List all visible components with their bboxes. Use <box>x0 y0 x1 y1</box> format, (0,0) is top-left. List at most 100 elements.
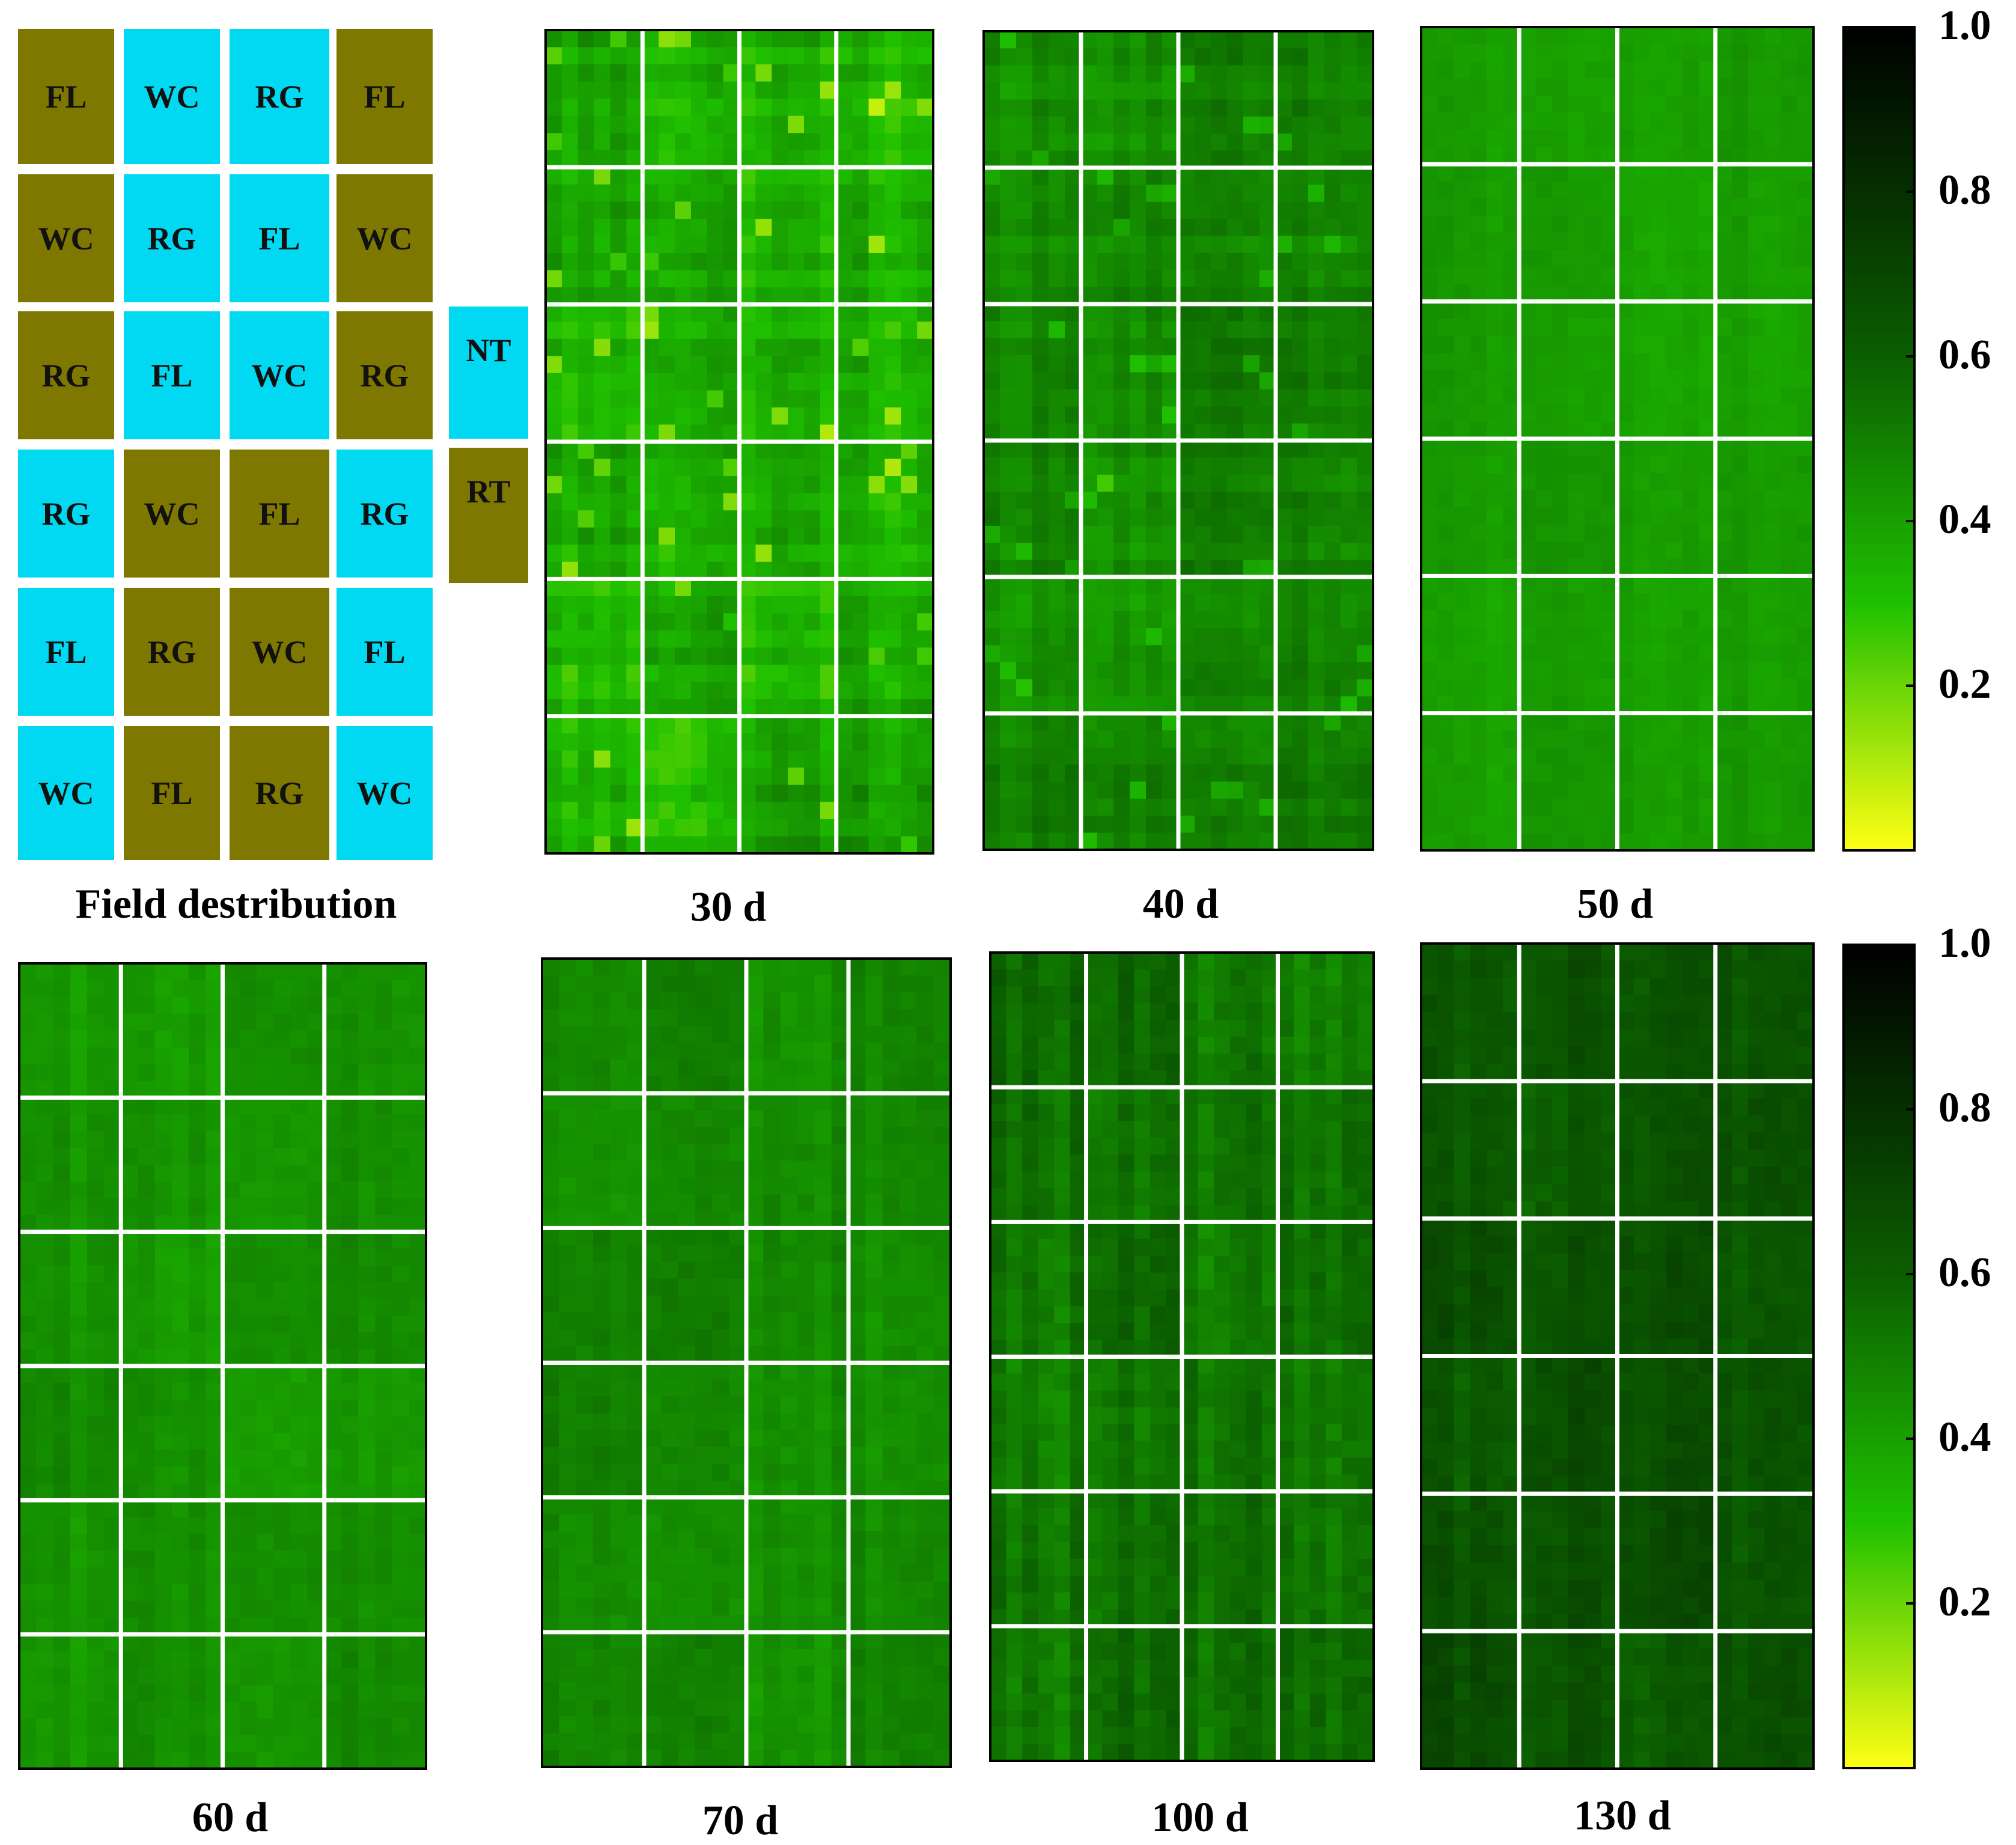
heatmap-cell <box>542 1076 559 1094</box>
heatmap-cell <box>1634 233 1651 251</box>
heatmap-cell <box>1276 82 1293 100</box>
heatmap-cell <box>542 1026 559 1043</box>
heatmap-cell <box>707 442 724 459</box>
heatmap-cell <box>1748 61 1765 79</box>
heatmap-cell <box>206 1517 223 1534</box>
heatmap-cell <box>1211 117 1228 134</box>
heatmap-cell <box>290 1417 308 1434</box>
heatmap-cell <box>1308 133 1325 151</box>
heatmap-cell <box>257 1215 274 1233</box>
heatmap-cell <box>1748 645 1765 662</box>
heatmap-cell <box>1146 321 1163 338</box>
heatmap-cell <box>104 1651 121 1669</box>
heatmap-cell <box>1699 216 1716 233</box>
heatmap-cell <box>901 528 918 545</box>
heatmap-cell <box>172 1701 189 1719</box>
heatmap-cell <box>1618 404 1634 422</box>
heatmap-cell <box>804 716 821 734</box>
heatmap-cell <box>885 459 901 477</box>
heatmap-cell <box>104 1014 121 1031</box>
heatmap-cell <box>916 1093 934 1111</box>
heatmap-cell <box>189 1551 206 1568</box>
heatmap-cell <box>1113 373 1130 390</box>
heatmap-cell <box>1585 216 1601 233</box>
heatmap-cell <box>1113 151 1130 168</box>
heatmap-cell <box>1292 526 1309 543</box>
heatmap-cell <box>273 980 291 998</box>
heatmap-cell <box>341 1064 359 1082</box>
heatmap-cell <box>1162 764 1179 782</box>
heatmap-cell <box>1324 202 1341 219</box>
heatmap-cell <box>772 665 788 682</box>
heatmap-cell <box>1178 441 1195 458</box>
heatmap-cell <box>290 1601 308 1618</box>
heatmap-cell <box>644 1043 662 1060</box>
heatmap-cell <box>1227 373 1244 390</box>
heatmap-cell <box>1781 44 1798 62</box>
heatmap-cell <box>1276 219 1293 236</box>
heatmap-cell <box>1568 302 1585 319</box>
heatmap-cell <box>772 82 788 99</box>
heatmap-cell <box>772 648 788 665</box>
heatmap-cell <box>172 1400 189 1417</box>
heatmap-cell <box>984 457 1000 475</box>
heatmap-cell <box>675 682 692 700</box>
heatmap-cell <box>1732 164 1749 181</box>
heatmap-cell <box>1324 48 1341 66</box>
heatmap-cell <box>1683 439 1699 456</box>
heatmap-cell <box>853 133 869 150</box>
heatmap-cell <box>1650 593 1667 611</box>
heatmap-cell <box>1016 816 1033 833</box>
heatmap-cell <box>1243 833 1260 850</box>
heatmap-cell <box>1764 96 1781 113</box>
heatmap-cell <box>611 767 627 785</box>
heatmap-cell <box>1081 679 1098 697</box>
heatmap-cell <box>1503 456 1520 474</box>
heatmap-cell <box>36 1685 53 1702</box>
heatmap-cell <box>53 1299 70 1316</box>
heatmap-cell <box>36 997 53 1014</box>
heatmap-cell <box>341 1651 359 1669</box>
heatmap-cell <box>189 1148 206 1165</box>
heatmap-cell <box>290 997 308 1014</box>
heatmap-cell <box>172 1383 189 1400</box>
heatmap-cell <box>917 648 934 665</box>
heatmap-cell <box>836 476 853 493</box>
heatmap-cell <box>257 1668 274 1686</box>
heatmap-cell <box>121 1349 138 1367</box>
heatmap-cell <box>1357 730 1374 748</box>
heatmap-cell <box>755 442 772 459</box>
heatmap-cell <box>1357 355 1374 373</box>
heatmap-cell <box>1568 164 1585 181</box>
heatmap-cell <box>836 767 853 785</box>
heatmap-cell <box>1552 610 1569 627</box>
heatmap-cell <box>1097 236 1114 254</box>
heatmap-cell <box>19 1081 37 1098</box>
heatmap-cell <box>1195 799 1211 816</box>
heatmap-cell <box>578 459 595 477</box>
heatmap-cell <box>53 1651 70 1669</box>
heatmap-cell <box>36 1114 53 1132</box>
heatmap-cell <box>1634 353 1651 370</box>
heatmap-cell <box>1146 31 1163 49</box>
heatmap-cell <box>1650 490 1667 508</box>
heatmap-cell <box>1797 96 1814 113</box>
heatmap-cell <box>1764 267 1781 285</box>
heatmap-cell <box>36 1299 53 1316</box>
heatmap-cell <box>1536 284 1553 302</box>
heatmap-cell <box>594 630 611 648</box>
heatmap-cell <box>223 1014 240 1031</box>
heatmap-cell <box>87 1601 105 1618</box>
heatmap-cell <box>1519 130 1536 147</box>
heatmap-cell <box>308 1635 325 1652</box>
heatmap-cell <box>853 648 869 665</box>
heatmap-cell <box>1437 181 1454 199</box>
heatmap-cell <box>206 1048 223 1065</box>
heatmap-cell <box>375 1417 392 1434</box>
heatmap-cell <box>70 1349 88 1367</box>
heatmap-cell <box>1243 611 1260 629</box>
heatmap-cell <box>1000 560 1017 578</box>
heatmap-cell <box>1162 355 1179 373</box>
heatmap-cell <box>691 733 708 751</box>
heatmap-cell <box>610 1110 627 1127</box>
